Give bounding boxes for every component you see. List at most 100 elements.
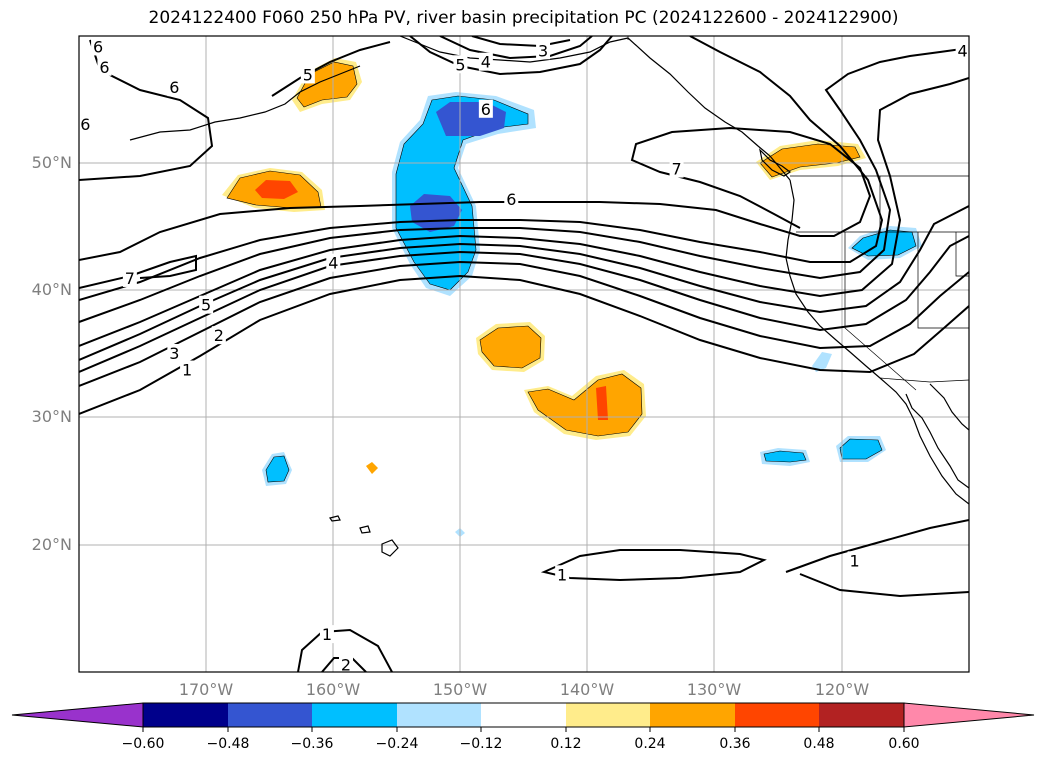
contour-label-background xyxy=(326,253,341,272)
lon-label-140w: 140°W xyxy=(559,680,615,699)
coastline-panhandle xyxy=(627,37,791,181)
colorbar-tick-label: 0.60 xyxy=(888,736,920,752)
precip-positive-area xyxy=(527,373,643,437)
contour-label: 4 xyxy=(328,254,338,273)
contour-label: 6 xyxy=(93,37,103,56)
precip-negative-area xyxy=(265,455,290,483)
contour-label: 4 xyxy=(958,41,968,60)
map-frame xyxy=(78,35,970,673)
contour-label: 2 xyxy=(341,656,351,675)
contour-label-background xyxy=(536,41,551,60)
lon-label-170w: 170°W xyxy=(178,680,234,699)
coastline-alaska-peninsula xyxy=(129,65,361,141)
contour-label: 5 xyxy=(455,55,465,74)
pv-contour xyxy=(799,573,969,598)
contour-label-background xyxy=(669,159,684,178)
contour-label-background xyxy=(453,55,468,74)
contour-label: 1 xyxy=(322,625,332,644)
contour-label-background xyxy=(319,625,334,644)
pv-contour xyxy=(79,36,884,301)
lat-label-30n: 30°N xyxy=(31,407,72,426)
colorbar-tick-label: −0.48 xyxy=(206,736,250,752)
state-border xyxy=(844,232,917,391)
colorbar xyxy=(11,702,1035,732)
contour-label-background xyxy=(167,78,182,97)
colorbar-extend-low xyxy=(11,702,144,728)
colorbar-tick-label: 0.36 xyxy=(719,736,751,752)
state-border xyxy=(917,232,969,329)
coastline-us-west xyxy=(785,179,969,505)
contour-label-background xyxy=(122,268,137,287)
pv-contour xyxy=(79,39,214,181)
contour-label: 6 xyxy=(506,190,516,209)
colorbar-tick-label: 0.24 xyxy=(634,736,666,752)
pv-contour xyxy=(471,36,571,48)
pv-contour xyxy=(297,628,393,672)
contour-label-background xyxy=(91,37,106,56)
colorbar-segment xyxy=(735,703,819,727)
colorbar-extend-high xyxy=(903,702,1035,728)
colorbar-tick-label: 0.12 xyxy=(550,736,582,752)
coastline-mainland-mexico xyxy=(929,383,969,431)
contour-label: 5 xyxy=(201,296,211,315)
contour-label-background xyxy=(167,344,182,362)
coastline-alaska-gulf xyxy=(399,36,629,63)
precip-fill-layer xyxy=(222,58,922,537)
precip-strong-area xyxy=(596,386,608,420)
hawaii-island xyxy=(359,525,371,534)
contour-label: 6 xyxy=(169,78,179,97)
contour-label-background xyxy=(847,551,862,570)
lon-label-150w: 150°W xyxy=(432,680,488,699)
vancouver-island xyxy=(759,148,792,177)
contour-label-background xyxy=(300,65,315,84)
pv-contour xyxy=(439,36,593,60)
precip-strong-area xyxy=(255,180,298,199)
pv-contour xyxy=(409,36,613,76)
colorbar-segment xyxy=(312,703,397,727)
contour-label: 1 xyxy=(557,565,567,584)
contour-label: 4 xyxy=(481,53,491,72)
pv-contour xyxy=(785,519,969,573)
lat-label-50n: 50°N xyxy=(31,153,72,172)
precip-positive-area xyxy=(479,325,542,369)
contour-label-background xyxy=(79,115,93,134)
contour-label: 3 xyxy=(538,41,548,60)
contour-label-background xyxy=(339,655,353,672)
precip-negative-area xyxy=(812,352,832,372)
contour-label: 1 xyxy=(849,551,859,570)
contour-label-background xyxy=(180,360,195,379)
pv-contour xyxy=(79,77,969,347)
contour-label: 3 xyxy=(169,344,179,363)
precip-negative-area xyxy=(763,450,807,463)
lon-label-120w: 120°W xyxy=(814,680,870,699)
pv-contour xyxy=(79,260,969,387)
hawaii-island xyxy=(381,539,399,557)
map-gridlines xyxy=(79,36,969,672)
contour-label: 2 xyxy=(214,326,224,345)
pv-contour xyxy=(271,41,391,97)
colorbar-tick-label: −0.12 xyxy=(459,736,503,752)
contour-label-background xyxy=(478,52,493,71)
pv-contour xyxy=(79,205,969,361)
colorbar-segment xyxy=(397,703,481,727)
colorbar-segment xyxy=(566,703,650,727)
pv-contour xyxy=(79,126,872,261)
pv-contour xyxy=(79,274,969,415)
contour-label-background xyxy=(504,190,519,209)
contour-label: 7 xyxy=(671,160,681,179)
lon-label-160w: 160°W xyxy=(305,680,361,699)
political-borders xyxy=(627,36,969,391)
contour-label-background xyxy=(211,326,226,345)
colorbar-segment xyxy=(650,703,735,727)
colorbar-tick-marks xyxy=(142,727,905,732)
colorbar-frame xyxy=(142,702,905,728)
contour-label-background xyxy=(478,99,493,118)
colorbar-tick-label: −0.60 xyxy=(121,736,165,752)
coastlines xyxy=(129,36,969,557)
precip-positive-area xyxy=(366,462,378,474)
coastline-baja-inner xyxy=(905,393,969,489)
contour-label-background xyxy=(555,565,570,584)
colorbar-tick-label: −0.24 xyxy=(375,736,419,752)
